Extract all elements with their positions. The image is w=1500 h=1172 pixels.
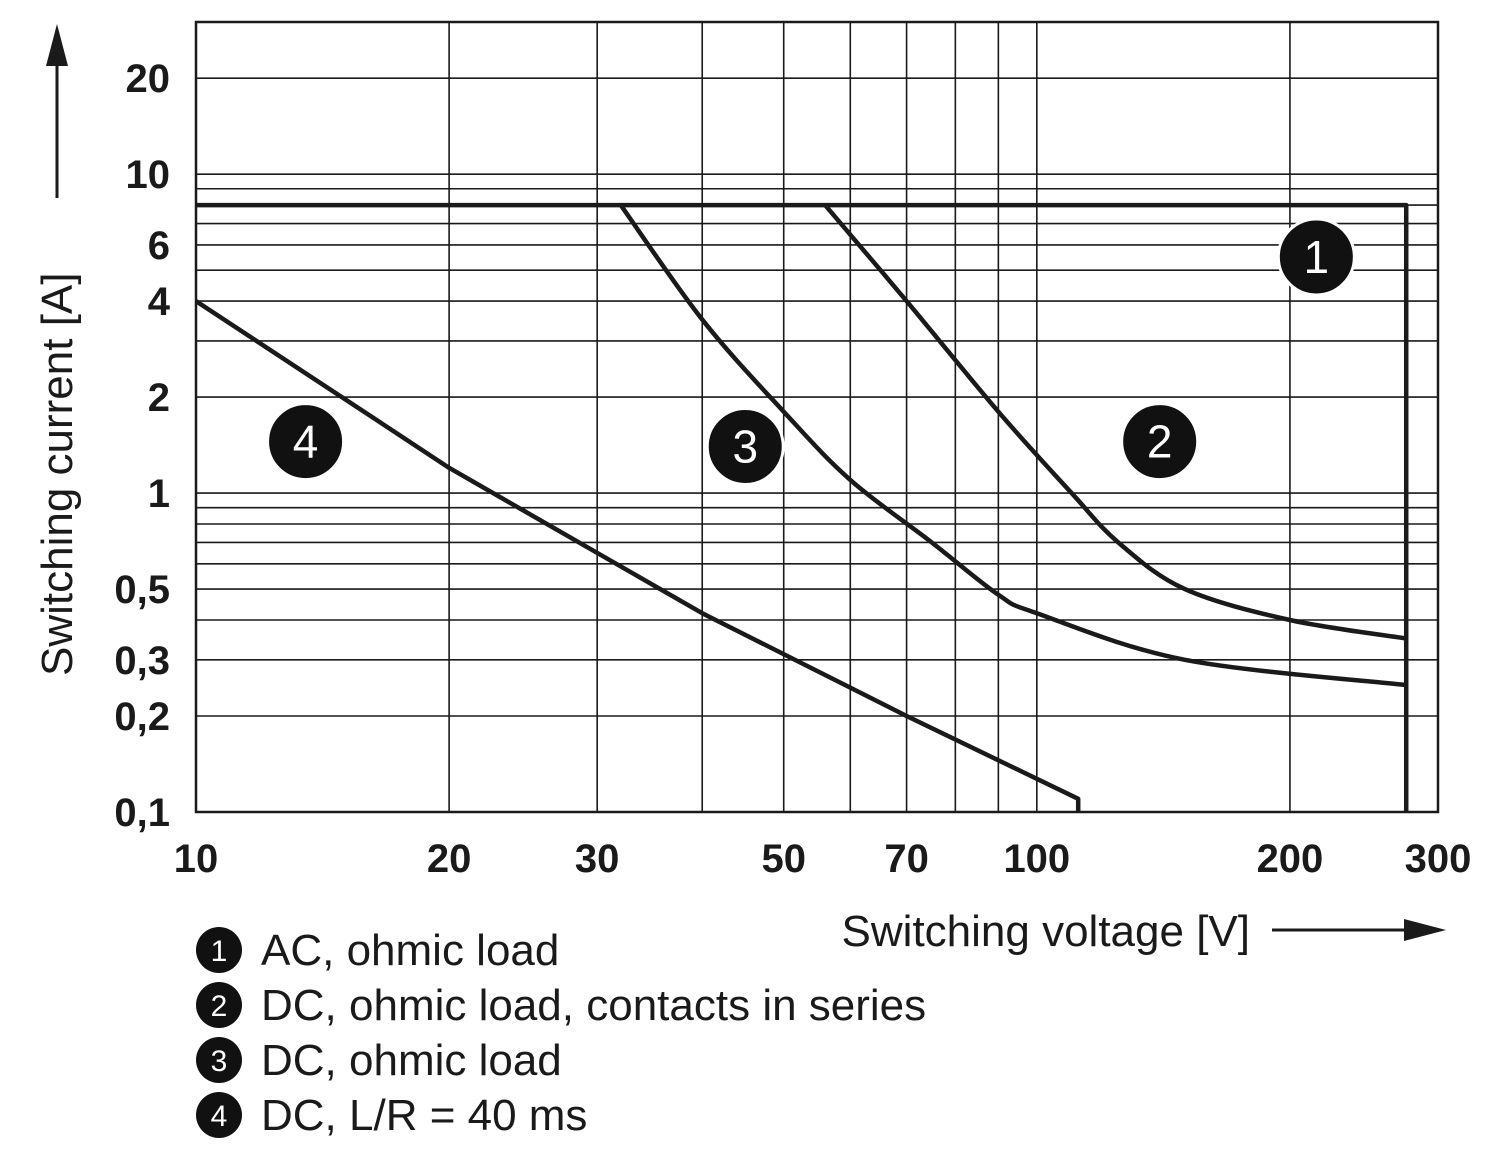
legend-entry-label: DC, ohmic load — [261, 1036, 562, 1085]
x-axis-arrow-icon — [1404, 919, 1446, 941]
y-tick-label: 1 — [148, 472, 170, 516]
y-tick-label: 0,1 — [114, 791, 170, 835]
series-marker-1 — [1276, 217, 1356, 297]
legend-marker-label: 4 — [211, 1100, 228, 1133]
legend: 1 AC, ohmic load 2 DC, ohmic load, contacts… — [196, 926, 926, 1140]
series-line-2 — [823, 203, 1407, 641]
series-line-1 — [196, 202, 1409, 812]
series-marker-label-1: 1 — [1304, 231, 1330, 283]
x-tick-label: 100 — [1003, 837, 1070, 881]
series-markers: 1 2 3 4 — [266, 217, 1356, 486]
series-marker-label-2: 2 — [1147, 416, 1173, 468]
x-tick-label: 20 — [427, 837, 472, 881]
legend-marker-1 — [196, 927, 242, 973]
y-tick-label: 20 — [126, 57, 171, 101]
series-marker-label-4: 4 — [293, 416, 319, 468]
series-marker-label-3: 3 — [732, 420, 758, 472]
plot-frame — [194, 20, 1440, 814]
y-tick-label: 0,5 — [114, 568, 170, 612]
legend-entry-label: AC, ohmic load — [261, 926, 559, 975]
legend-marker-label: 3 — [211, 1045, 228, 1078]
y-axis-arrow-icon — [46, 24, 68, 66]
series-marker-4 — [266, 402, 346, 482]
y-tick-label: 6 — [148, 224, 170, 268]
x-tick-label: 10 — [174, 837, 219, 881]
x-tick-label: 50 — [761, 837, 806, 881]
legend-marker-4 — [196, 1092, 242, 1138]
x-tick-label: 300 — [1405, 837, 1472, 881]
series-line-4 — [194, 299, 1081, 812]
legend-entry-label: DC, L/R = 40 ms — [261, 1091, 587, 1140]
y-axis-title: Switching current [A] — [33, 273, 82, 677]
series — [194, 202, 1409, 812]
legend-marker-label: 2 — [211, 990, 228, 1023]
y-tick-label: 0,2 — [114, 695, 170, 739]
y-tick-label: 0,3 — [114, 639, 170, 683]
x-axis-title: Switching voltage [V] — [842, 907, 1250, 956]
x-axis-ticks: 10 20 30 50 70 100 200 300 — [174, 837, 1472, 881]
y-tick-label: 4 — [148, 280, 171, 324]
y-axis-ticks: 0,1 0,2 0,3 0,5 1 2 4 6 10 20 — [114, 57, 170, 835]
series-line-3 — [618, 203, 1407, 688]
legend-marker-2 — [196, 982, 242, 1028]
x-tick-label: 70 — [884, 837, 929, 881]
legend-marker-3 — [196, 1037, 242, 1083]
y-tick-label: 2 — [148, 376, 170, 420]
legend-entry-label: DC, ohmic load, contacts in series — [261, 981, 926, 1030]
series-marker-3 — [705, 406, 785, 486]
grid — [196, 22, 1438, 812]
x-tick-label: 30 — [575, 837, 620, 881]
x-tick-label: 200 — [1257, 837, 1324, 881]
y-tick-label: 10 — [126, 153, 171, 197]
series-marker-2 — [1120, 402, 1200, 482]
legend-marker-label: 1 — [211, 935, 228, 968]
